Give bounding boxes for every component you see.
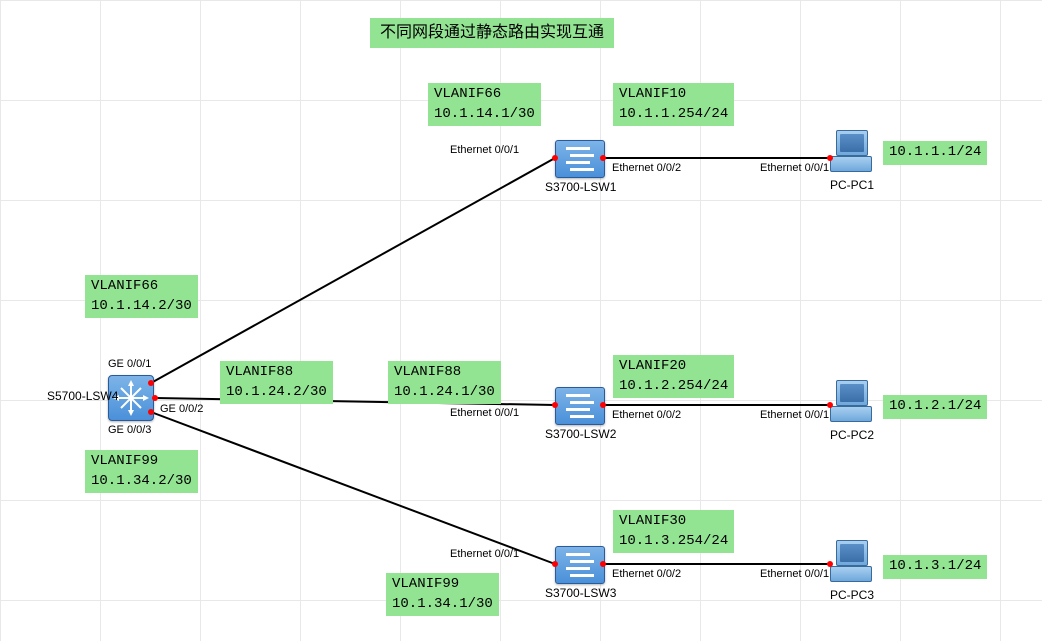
vlan-label: VLANIF10 10.1.1.254/24 [613, 83, 734, 126]
switch-device[interactable] [555, 387, 605, 425]
vlan-if: VLANIF99 [392, 575, 493, 595]
port-label: GE 0/0/2 [160, 403, 203, 415]
diagram-title: 不同网段通过静态路由实现互通 [370, 18, 614, 48]
switch-device[interactable] [555, 546, 605, 584]
vlan-ip: 10.1.14.1/30 [434, 105, 535, 125]
link-dot [552, 561, 558, 567]
port-label: GE 0/0/1 [108, 358, 151, 370]
device-name: S3700-LSW3 [545, 586, 616, 600]
link-dot [148, 409, 154, 415]
port-label: Ethernet 0/0/1 [760, 409, 829, 421]
link-dot [600, 561, 606, 567]
vlan-ip: 10.1.24.2/30 [226, 383, 327, 403]
pc-device[interactable] [830, 540, 874, 584]
device-name: PC-PC1 [830, 178, 874, 192]
vlan-label: VLANIF99 10.1.34.2/30 [85, 450, 198, 493]
vlan-if: VLANIF66 [434, 85, 535, 105]
vlan-ip: 10.1.24.1/30 [394, 383, 495, 403]
pc-ip-label: 10.1.2.1/24 [883, 395, 987, 419]
vlan-ip: 10.1.14.2/30 [91, 297, 192, 317]
device-name: PC-PC3 [830, 588, 874, 602]
port-label: Ethernet 0/0/2 [612, 409, 681, 421]
pc-device[interactable] [830, 380, 874, 424]
vlan-ip: 10.1.34.1/30 [392, 595, 493, 615]
link-dot [827, 402, 833, 408]
switch-icon [555, 546, 605, 584]
port-label: Ethernet 0/0/2 [612, 568, 681, 580]
switch-device[interactable] [555, 140, 605, 178]
device-name: S5700-LSW4 [47, 389, 118, 403]
vlan-label: VLANIF30 10.1.3.254/24 [613, 510, 734, 553]
port-label: GE 0/0/3 [108, 424, 151, 436]
switch-icon [555, 140, 605, 178]
vlan-if: VLANIF30 [619, 512, 728, 532]
link-dot [552, 155, 558, 161]
device-name: S3700-LSW2 [545, 427, 616, 441]
pc-icon [830, 540, 874, 584]
pc-ip-label: 10.1.1.1/24 [883, 141, 987, 165]
pc-icon [830, 380, 874, 424]
port-label: Ethernet 0/0/1 [760, 568, 829, 580]
vlan-ip: 10.1.2.254/24 [619, 377, 728, 397]
port-label: Ethernet 0/0/1 [450, 144, 519, 156]
port-label: Ethernet 0/0/1 [450, 407, 519, 419]
pc-ip-label: 10.1.3.1/24 [883, 555, 987, 579]
device-name: PC-PC2 [830, 428, 874, 442]
vlan-ip: 10.1.1.254/24 [619, 105, 728, 125]
port-label: Ethernet 0/0/1 [760, 162, 829, 174]
vlan-if: VLANIF66 [91, 277, 192, 297]
pc-device[interactable] [830, 130, 874, 174]
link-dot [827, 155, 833, 161]
vlan-ip: 10.1.34.2/30 [91, 472, 192, 492]
switch-icon [555, 387, 605, 425]
device-name: S3700-LSW1 [545, 180, 616, 194]
link-dot [600, 402, 606, 408]
vlan-label: VLANIF20 10.1.2.254/24 [613, 355, 734, 398]
vlan-if: VLANIF10 [619, 85, 728, 105]
link-dot [827, 561, 833, 567]
link-dot [152, 395, 158, 401]
link-dot [600, 155, 606, 161]
link-dot [552, 402, 558, 408]
vlan-if: VLANIF99 [91, 452, 192, 472]
vlan-ip: 10.1.3.254/24 [619, 532, 728, 552]
vlan-label: VLANIF88 10.1.24.1/30 [388, 361, 501, 404]
vlan-label: VLANIF88 10.1.24.2/30 [220, 361, 333, 404]
link-dot [148, 380, 154, 386]
vlan-if: VLANIF88 [394, 363, 495, 383]
vlan-label: VLANIF66 10.1.14.1/30 [428, 83, 541, 126]
vlan-label: VLANIF99 10.1.34.1/30 [386, 573, 499, 616]
vlan-if: VLANIF20 [619, 357, 728, 377]
port-label: Ethernet 0/0/1 [450, 548, 519, 560]
port-label: Ethernet 0/0/2 [612, 162, 681, 174]
vlan-label: VLANIF66 10.1.14.2/30 [85, 275, 198, 318]
vlan-if: VLANIF88 [226, 363, 327, 383]
pc-icon [830, 130, 874, 174]
